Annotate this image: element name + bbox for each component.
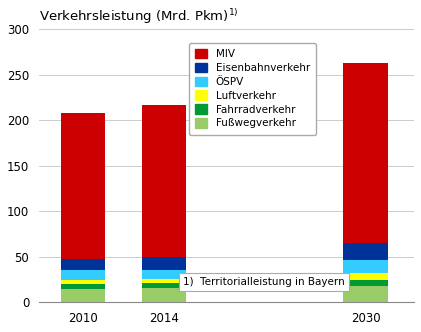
Bar xyxy=(61,280,106,284)
Bar xyxy=(344,273,388,280)
Bar xyxy=(61,289,106,302)
Bar xyxy=(142,270,186,279)
Bar xyxy=(142,257,186,270)
Text: 1)  Territorialleistung in Bayern: 1) Territorialleistung in Bayern xyxy=(183,277,345,287)
Bar xyxy=(344,243,388,260)
Bar xyxy=(344,63,388,243)
Bar xyxy=(344,260,388,273)
Bar xyxy=(142,279,186,283)
Bar xyxy=(344,286,388,302)
Bar xyxy=(61,284,106,289)
Legend: MIV, Eisenbahnverkehr, ÖSPV, Luftverkehr, Fahrradverkehr, Fußwegverkehr: MIV, Eisenbahnverkehr, ÖSPV, Luftverkehr… xyxy=(189,42,316,135)
Bar xyxy=(61,113,106,259)
Bar xyxy=(61,271,106,280)
Bar xyxy=(142,105,186,257)
Bar xyxy=(142,283,186,288)
Bar xyxy=(61,259,106,271)
Bar xyxy=(344,280,388,286)
Bar xyxy=(142,288,186,302)
Text: Verkehrsleistung (Mrd. Pkm)$^{1)}$: Verkehrsleistung (Mrd. Pkm)$^{1)}$ xyxy=(39,7,239,26)
